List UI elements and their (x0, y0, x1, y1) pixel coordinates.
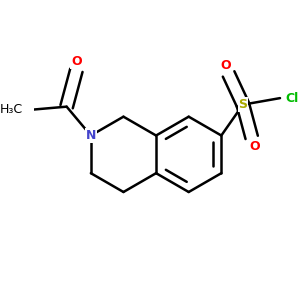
Text: O: O (71, 55, 82, 68)
Text: O: O (220, 59, 231, 72)
Text: S: S (238, 98, 247, 111)
Text: Cl: Cl (285, 92, 298, 105)
Text: H₃C: H₃C (0, 103, 23, 116)
Text: N: N (86, 129, 96, 142)
Text: O: O (249, 140, 260, 153)
